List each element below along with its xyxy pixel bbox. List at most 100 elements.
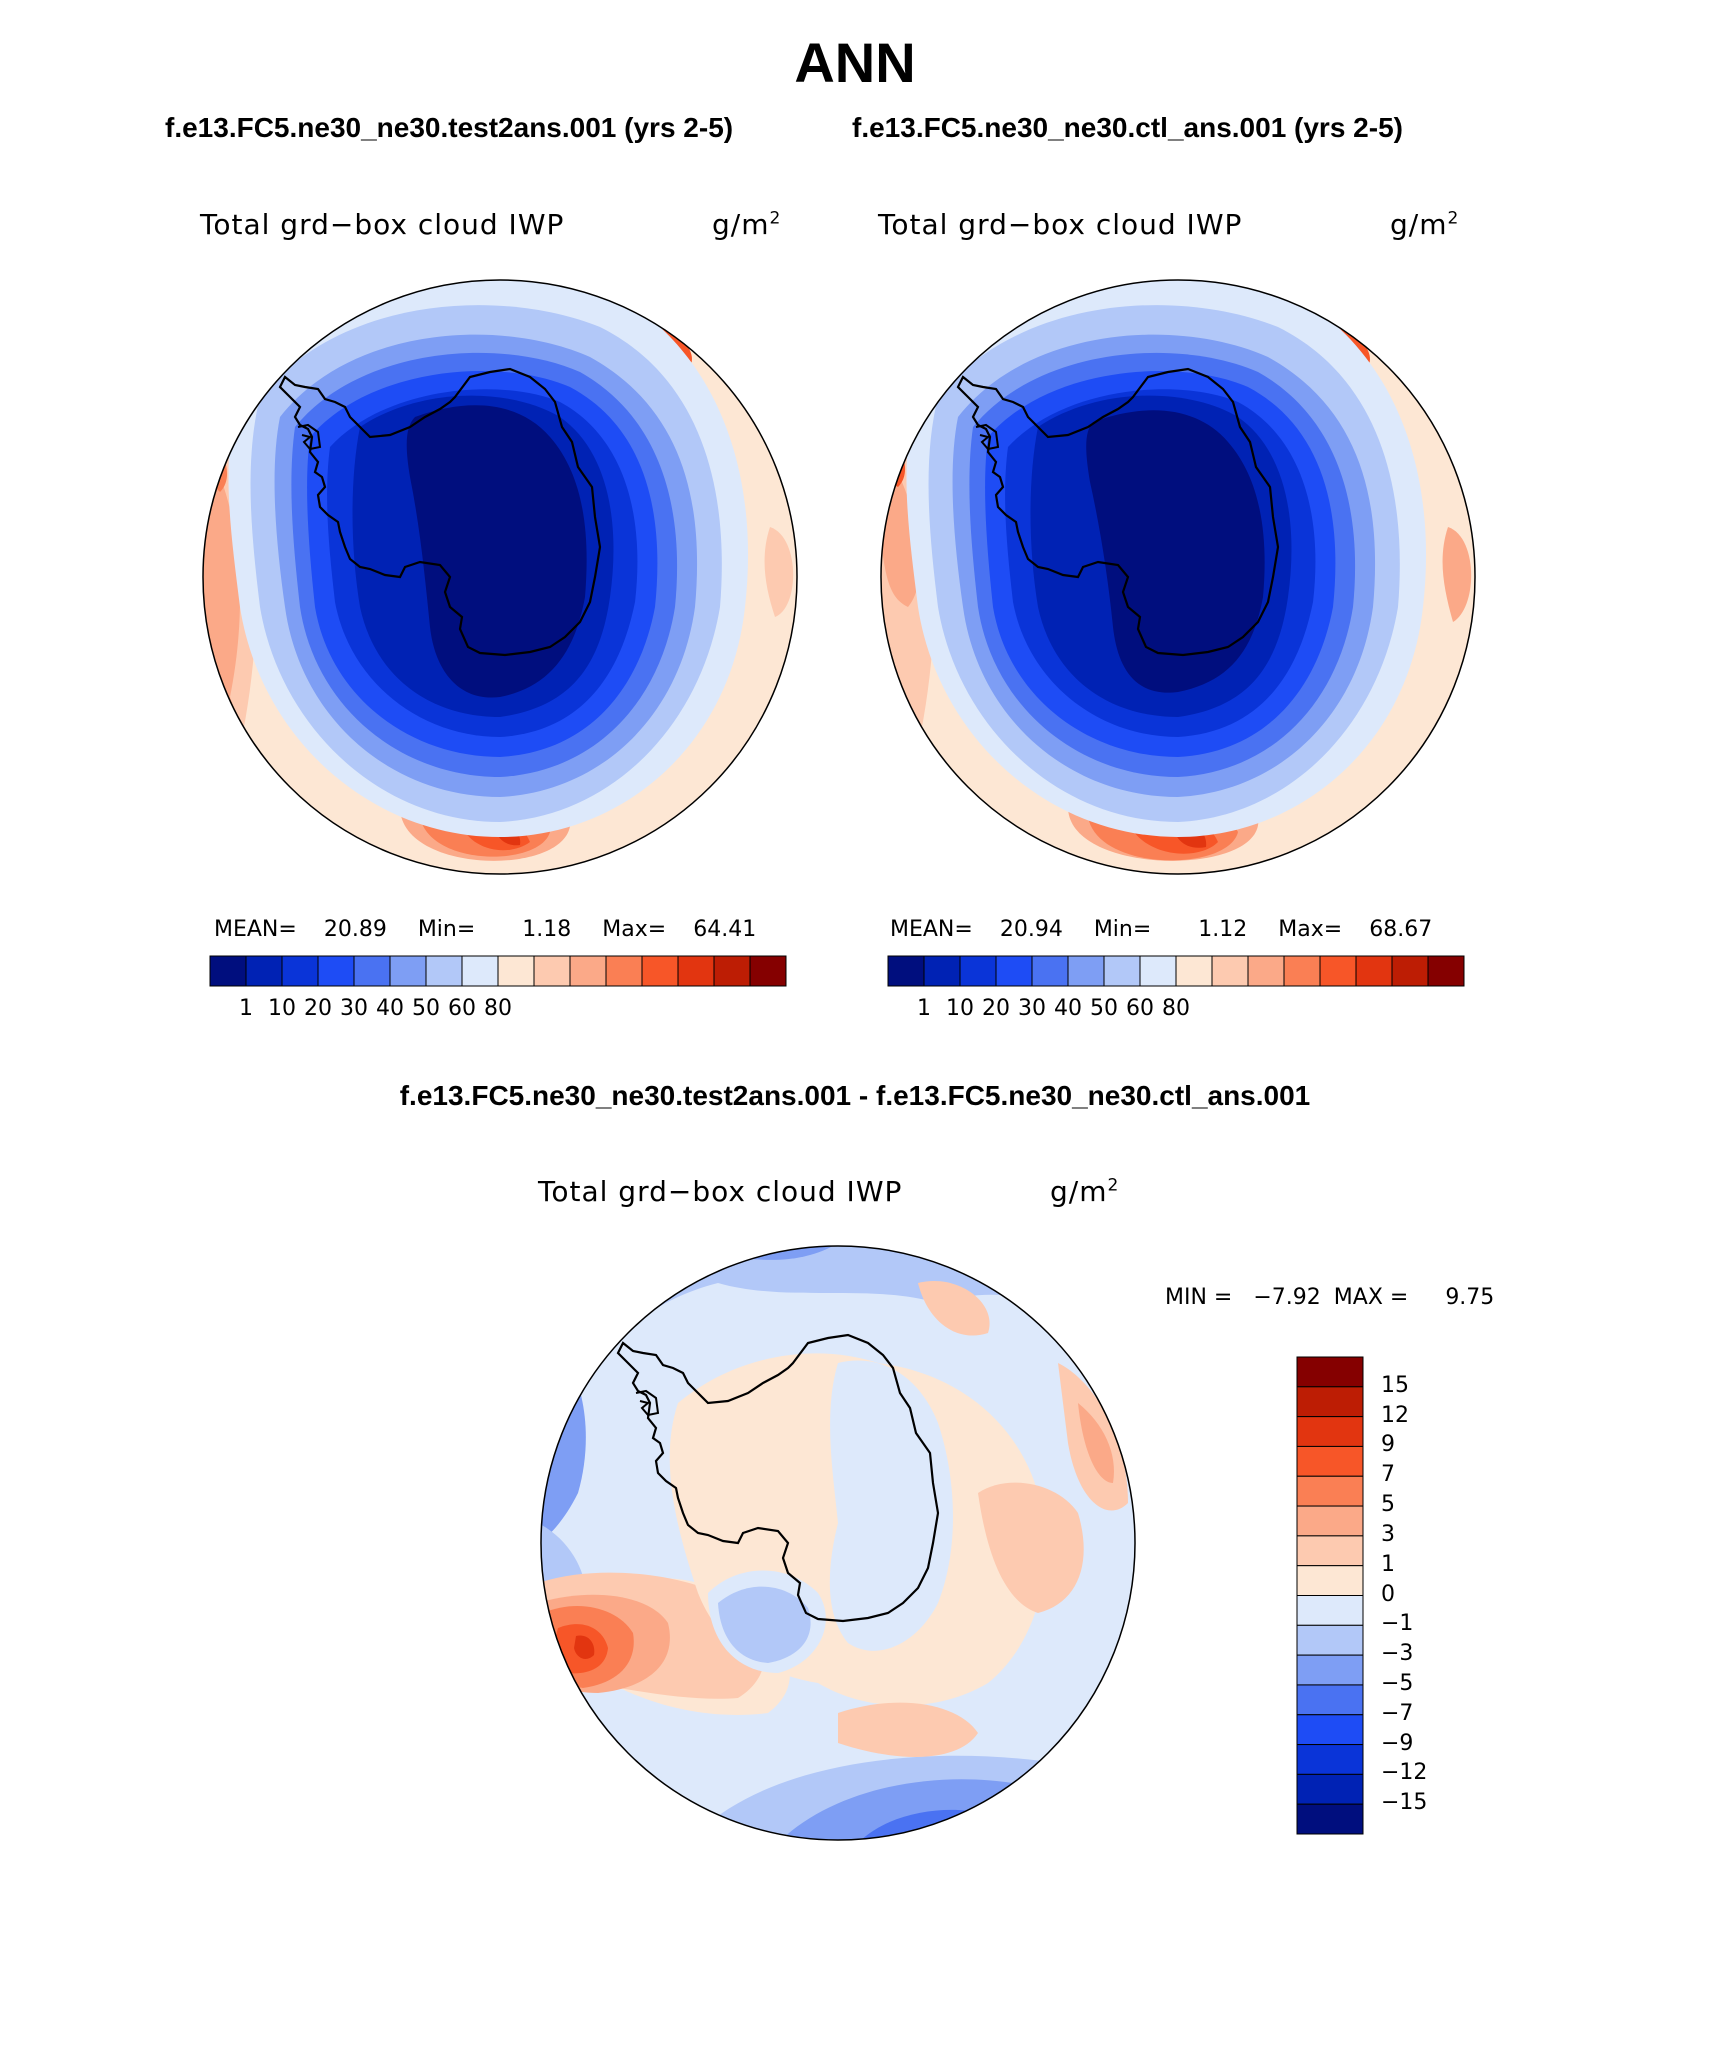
- difference-colorbar-swatch: [1296, 1803, 1364, 1835]
- colorbar-tick-label: 40: [1054, 996, 1082, 1021]
- colorbar-swatch: [641, 955, 679, 987]
- colorbar-swatch: [281, 955, 319, 987]
- difference-colorbar-tick-label: 9: [1381, 1432, 1395, 1458]
- panel2-map-border: [880, 279, 1476, 875]
- colorbar-swatch: [959, 955, 997, 987]
- colorbar-tick-label: 30: [340, 996, 368, 1021]
- panel1-units: g/m2: [712, 208, 781, 241]
- panel2-peninsula-detail: [975, 423, 1000, 451]
- colorbar-swatch: [1211, 955, 1249, 987]
- colorbar-tick-label: 1: [917, 996, 931, 1021]
- colorbar-swatch: [1067, 955, 1105, 987]
- panel2-stats: MEAN= 20.94 Min= 1.12 Max= 68.67: [890, 917, 1462, 942]
- panel2-colorbar: [887, 955, 1465, 987]
- panel1-max-label: Max=: [602, 917, 667, 942]
- colorbar-swatch: [245, 955, 283, 987]
- panel1-mean-value: 20.89: [323, 917, 387, 942]
- difference-colorbar-swatch: [1296, 1475, 1364, 1507]
- difference-colorbar-swatch: [1296, 1565, 1364, 1596]
- panel1-units-base: g/m: [712, 208, 770, 241]
- difference-colorbar-swatch: [1296, 1445, 1364, 1477]
- difference-colorbar-tick-label: 0: [1381, 1581, 1395, 1607]
- difference-antarctica-coastline: [616, 1333, 940, 1623]
- panel3-variable-title: Total grd−box cloud IWP: [538, 1175, 903, 1208]
- colorbar-tick-label: 20: [304, 996, 332, 1021]
- difference-colorbar-swatch: [1296, 1535, 1364, 1567]
- panel1-variable-title: Total grd−box cloud IWP: [200, 208, 565, 241]
- difference-colorbar-tick-label: 15: [1381, 1372, 1409, 1398]
- colorbar-swatch: [1247, 955, 1285, 987]
- difference-max-label: MAX =: [1333, 1285, 1409, 1310]
- panel2-mean-value: 20.94: [999, 917, 1063, 942]
- control-case-title: f.e13.FC5.ne30_ne30.ctl_ans.001 (yrs 2-5…: [852, 112, 1403, 143]
- panel1-map-border: [202, 279, 798, 875]
- panel2-variable-title: Total grd−box cloud IWP: [878, 208, 1243, 241]
- difference-colorbar-tick-label: 5: [1381, 1492, 1395, 1518]
- difference-colorbar-swatch: [1296, 1505, 1364, 1537]
- difference-colorbar-tick-label: −7: [1381, 1700, 1414, 1726]
- colorbar-swatch: [995, 955, 1033, 987]
- difference-colorbar-tick-label: 1: [1381, 1551, 1395, 1577]
- colorbar-swatch: [353, 955, 391, 987]
- difference-colorbar-swatch: [1296, 1654, 1364, 1686]
- difference-colorbar-tick-label: −12: [1381, 1760, 1428, 1786]
- panel2-antarctica-coastline: [956, 367, 1280, 657]
- panel2-units-base: g/m: [1390, 208, 1448, 241]
- panel1-min-label: Min=: [417, 917, 476, 942]
- panel1-mean-label: MEAN=: [214, 917, 297, 942]
- panel1-min-value: 1.18: [522, 917, 572, 942]
- panel1-stats: MEAN= 20.89 Min= 1.18 Max= 64.41: [214, 917, 786, 942]
- colorbar-swatch: [209, 955, 247, 987]
- panel1-colorbar: [209, 955, 787, 987]
- difference-colorbar-tick-label: −5: [1381, 1670, 1414, 1696]
- colorbar-tick-label: 20: [982, 996, 1010, 1021]
- colorbar-swatch: [389, 955, 427, 987]
- colorbar-swatch: [1391, 955, 1429, 987]
- colorbar-swatch: [1031, 955, 1069, 987]
- colorbar-swatch: [533, 955, 571, 987]
- colorbar-swatch: [1139, 955, 1177, 987]
- colorbar-swatch: [1427, 955, 1465, 987]
- colorbar-tick-label: 10: [268, 996, 296, 1021]
- colorbar-swatch: [887, 955, 925, 987]
- difference-colorbar-swatch: [1296, 1624, 1364, 1656]
- difference-colorbar-tick-label: −1: [1381, 1611, 1414, 1637]
- colorbar-swatch: [749, 955, 787, 987]
- panel1-max-value: 64.41: [693, 917, 757, 942]
- panel1-peninsula-detail: [297, 423, 322, 451]
- colorbar-swatch: [605, 955, 643, 987]
- colorbar-tick-label: 60: [1126, 996, 1154, 1021]
- season-title: ANN: [794, 31, 916, 94]
- colorbar-swatch: [1175, 955, 1213, 987]
- difference-colorbar-swatch: [1296, 1773, 1364, 1805]
- colorbar-swatch: [1355, 955, 1393, 987]
- difference-map-border: [540, 1245, 1136, 1841]
- difference-colorbar-swatch: [1296, 1684, 1364, 1716]
- difference-min-value: −7.92: [1253, 1285, 1321, 1310]
- colorbar-swatch: [677, 955, 715, 987]
- difference-colorbar-tick-label: 3: [1381, 1521, 1395, 1547]
- panel2-min-value: 1.12: [1198, 917, 1248, 942]
- colorbar-tick-label: 50: [1090, 996, 1118, 1021]
- panel2-min-label: Min=: [1093, 917, 1152, 942]
- difference-minmax: MIN = −7.92 MAX = 9.75: [1165, 1285, 1494, 1310]
- colorbar-tick-label: 1: [239, 996, 253, 1021]
- panel2-map: [880, 279, 1476, 875]
- difference-colorbar-tick-label: 12: [1381, 1402, 1409, 1428]
- panel3-units-exp: 2: [1107, 1175, 1120, 1196]
- panel2-max-value: 68.67: [1369, 917, 1433, 942]
- colorbar-swatch: [317, 955, 355, 987]
- difference-title: f.e13.FC5.ne30_ne30.test2ans.001 - f.e13…: [399, 1080, 1311, 1111]
- colorbar-tick-label: 60: [448, 996, 476, 1021]
- difference-colorbar-swatch: [1296, 1356, 1364, 1388]
- difference-map: [540, 1245, 1136, 1841]
- colorbar-tick-label: 50: [412, 996, 440, 1021]
- colorbar-tick-label: 30: [1018, 996, 1046, 1021]
- colorbar-tick-label: 80: [1162, 996, 1190, 1021]
- colorbar-swatch: [569, 955, 607, 987]
- difference-colorbar-tick-label: −3: [1381, 1641, 1414, 1667]
- colorbar-tick-label: 10: [946, 996, 974, 1021]
- difference-min-label: MIN =: [1165, 1285, 1233, 1310]
- test-case-title: f.e13.FC5.ne30_ne30.test2ans.001 (yrs 2-…: [165, 112, 734, 143]
- difference-colorbar-swatch: [1296, 1416, 1364, 1447]
